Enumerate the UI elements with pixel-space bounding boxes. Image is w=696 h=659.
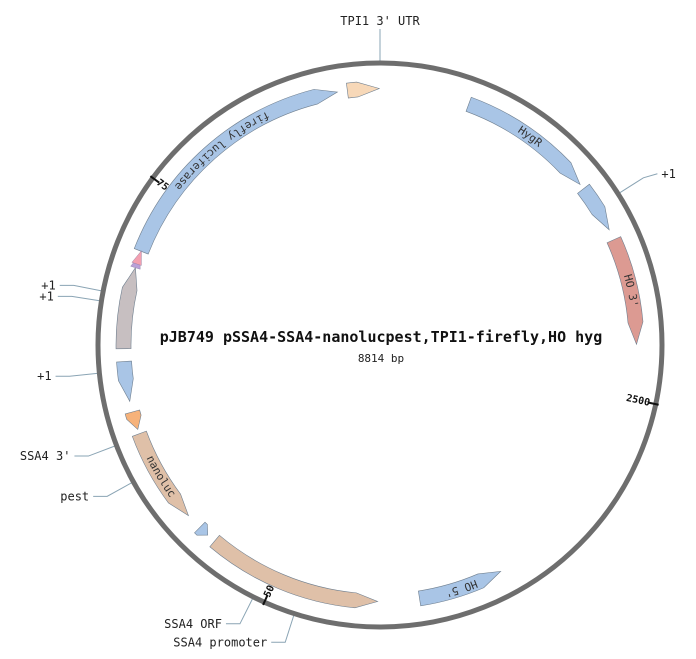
- plasmid-name: pJB749 pSSA4-SSA4-nanolucpest,TPI1-firef…: [160, 328, 603, 346]
- pest-label-leader: [93, 481, 133, 497]
- plus1-a-label-leader: [59, 284, 103, 292]
- plus1-b-label-leader: [57, 295, 101, 302]
- ssa4-promoter-label: SSA4 promoter: [173, 635, 267, 649]
- feature-firefly[interactable]: [133, 89, 339, 255]
- feature-ssa4-promoter[interactable]: [209, 534, 379, 609]
- ssa4-promoter-label-leader: [271, 614, 295, 643]
- feature-ho-3[interactable]: [606, 236, 644, 346]
- feature-nanoluc[interactable]: [131, 430, 190, 517]
- mark-pink: [131, 250, 142, 266]
- outer-labels: TPI1 3' UTR +1 SSA4 promoter SSA4 ORF pest SS…: [20, 14, 676, 649]
- feature-label-firefly: firefly luciferase: [172, 109, 272, 193]
- tick-2500: [647, 401, 659, 406]
- ssa4-3-label: SSA4 3': [20, 449, 71, 463]
- plus1-mid-label-leader: [55, 372, 99, 377]
- feature-pest[interactable]: [124, 409, 142, 430]
- feature-hygr-2[interactable]: [577, 183, 610, 231]
- ssa4-3-label-leader: [74, 445, 116, 457]
- ssa4-orf-label-leader: [225, 597, 254, 625]
- feature-tpi1-utr[interactable]: [346, 81, 381, 99]
- tick-5000: [262, 594, 269, 606]
- site-marks: [130, 250, 142, 270]
- plus1-a-label: +1: [41, 278, 55, 292]
- feature-ho-5[interactable]: [418, 570, 502, 607]
- feature-gray-block[interactable]: [115, 266, 138, 350]
- plus1-right-label: +1: [661, 167, 675, 181]
- ssa4-orf-label: SSA4 ORF: [164, 617, 222, 631]
- feature-hygr[interactable]: [465, 96, 581, 186]
- tick-label-2500: 2500: [625, 393, 651, 409]
- plus1-mid-label: +1: [37, 369, 51, 383]
- plus1-right-label-leader: [618, 173, 658, 194]
- pest-label: pest: [60, 489, 89, 503]
- feature-small-arrow[interactable]: [194, 521, 209, 536]
- leader-lines: [55, 29, 658, 643]
- feature-ssa4-3[interactable]: [116, 360, 134, 403]
- tick-7500: [149, 175, 160, 184]
- plasmid-backbone-ring: [95, 60, 665, 630]
- plus1-b-label: +1: [39, 289, 53, 303]
- plasmid-length: 8814 bp: [358, 352, 404, 365]
- tpi1-utr-label: TPI1 3' UTR: [340, 14, 420, 28]
